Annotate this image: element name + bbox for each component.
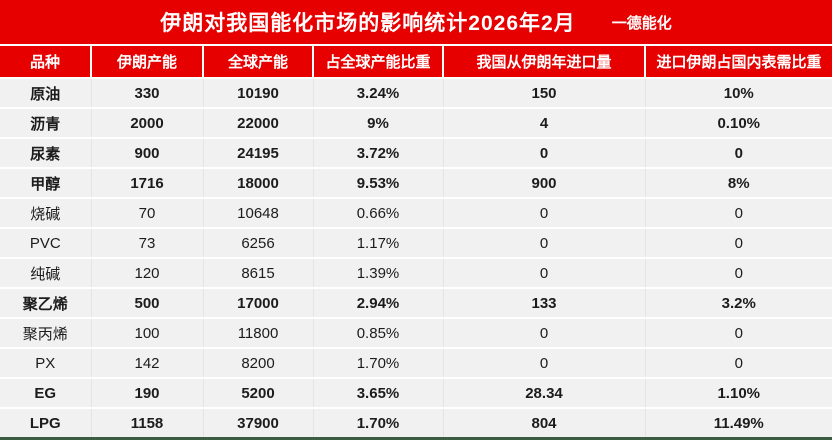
table-row: 沥青 2000 22000 9% 4 0.10% xyxy=(0,107,832,138)
value-cell: 900 xyxy=(90,137,203,168)
value-cell: 100 xyxy=(90,317,203,348)
value-cell: 10% xyxy=(644,78,832,108)
value-cell: 0 xyxy=(442,227,645,258)
value-cell: 0 xyxy=(644,317,832,348)
table-row: PX 142 8200 1.70% 0 0 xyxy=(0,347,832,378)
title-bar: 伊朗对我国能化市场的影响统计2026年2月 一德能化 xyxy=(0,0,832,44)
value-cell: 0.10% xyxy=(644,107,832,138)
product-cell: LPG xyxy=(0,407,91,437)
table-row: EG 190 5200 3.65% 28.34 1.10% xyxy=(0,377,832,408)
value-cell: 1158 xyxy=(90,407,203,437)
product-cell: 尿素 xyxy=(0,137,91,168)
value-cell: 8% xyxy=(644,167,832,198)
value-cell: 1716 xyxy=(90,167,203,198)
table-row: 尿素 900 24195 3.72% 0 0 xyxy=(0,137,832,168)
value-cell: 3.24% xyxy=(312,78,443,108)
value-cell: 0 xyxy=(644,227,832,258)
value-cell: 133 xyxy=(442,287,645,318)
value-cell: 6256 xyxy=(202,227,313,258)
value-cell: 17000 xyxy=(202,287,313,318)
table-row: 甲醇 1716 18000 9.53% 900 8% xyxy=(0,167,832,198)
stats-table: 品种 伊朗产能 全球产能 占全球产能比重 我国从伊朗年进口量 进口伊朗占国内表需比重 原油… xyxy=(0,44,832,437)
product-cell: 聚乙烯 xyxy=(0,287,91,318)
value-cell: 330 xyxy=(90,78,203,108)
value-cell: 150 xyxy=(442,78,645,108)
value-cell: 10190 xyxy=(202,78,313,108)
value-cell: 2.94% xyxy=(312,287,443,318)
value-cell: 0 xyxy=(442,317,645,348)
value-cell: 9.53% xyxy=(312,167,443,198)
value-cell: 37900 xyxy=(202,407,313,437)
table-header: 品种 伊朗产能 全球产能 占全球产能比重 我国从伊朗年进口量 进口伊朗占国内表需比重 xyxy=(0,44,832,79)
value-cell: 2000 xyxy=(90,107,203,138)
column-header-2: 全球产能 xyxy=(202,44,313,79)
table-row: 烧碱 70 10648 0.66% 0 0 xyxy=(0,197,832,228)
column-header-3: 占全球产能比重 xyxy=(312,44,443,79)
product-cell: 沥青 xyxy=(0,107,91,138)
value-cell: 0 xyxy=(644,257,832,288)
value-cell: 11800 xyxy=(202,317,313,348)
product-cell: 纯碱 xyxy=(0,257,91,288)
product-cell: 原油 xyxy=(0,78,91,108)
value-cell: 1.70% xyxy=(312,347,443,378)
table-row: 聚丙烯 100 11800 0.85% 0 0 xyxy=(0,317,832,348)
table-body: 原油 330 10190 3.24% 150 10% 沥青 2000 22000 9% 4 0.10%… xyxy=(0,78,832,437)
value-cell: 24195 xyxy=(202,137,313,168)
value-cell: 142 xyxy=(90,347,203,378)
value-cell: 70 xyxy=(90,197,203,228)
value-cell: 0 xyxy=(644,137,832,168)
table-row: 原油 330 10190 3.24% 150 10% xyxy=(0,78,832,108)
value-cell: 3.2% xyxy=(644,287,832,318)
value-cell: 11.49% xyxy=(644,407,832,437)
value-cell: 28.34 xyxy=(442,377,645,408)
value-cell: 1.39% xyxy=(312,257,443,288)
product-cell: 聚丙烯 xyxy=(0,317,91,348)
table-row: LPG 1158 37900 1.70% 804 11.49% xyxy=(0,407,832,437)
value-cell: 3.72% xyxy=(312,137,443,168)
value-cell: 9% xyxy=(312,107,443,138)
value-cell: 0 xyxy=(644,197,832,228)
value-cell: 0 xyxy=(442,257,645,288)
value-cell: 3.65% xyxy=(312,377,443,408)
column-header-4: 我国从伊朗年进口量 xyxy=(442,44,645,79)
value-cell: 8615 xyxy=(202,257,313,288)
value-cell: 10648 xyxy=(202,197,313,228)
value-cell: 1.17% xyxy=(312,227,443,258)
table-row: 聚乙烯 500 17000 2.94% 133 3.2% xyxy=(0,287,832,318)
table-row: PVC 73 6256 1.17% 0 0 xyxy=(0,227,832,258)
page-title: 伊朗对我国能化市场的影响统计2026年2月 xyxy=(160,12,576,35)
value-cell: 0.66% xyxy=(312,197,443,228)
column-header-1: 伊朗产能 xyxy=(90,44,203,79)
product-cell: EG xyxy=(0,377,91,408)
value-cell: 804 xyxy=(442,407,645,437)
value-cell: 73 xyxy=(90,227,203,258)
header-row: 品种 伊朗产能 全球产能 占全球产能比重 我国从伊朗年进口量 进口伊朗占国内表需比重 xyxy=(0,44,832,79)
product-cell: PX xyxy=(0,347,91,378)
value-cell: 18000 xyxy=(202,167,313,198)
value-cell: 22000 xyxy=(202,107,313,138)
product-cell: 烧碱 xyxy=(0,197,91,228)
value-cell: 0 xyxy=(644,347,832,378)
value-cell: 1.70% xyxy=(312,407,443,437)
value-cell: 190 xyxy=(90,377,203,408)
value-cell: 500 xyxy=(90,287,203,318)
value-cell: 0 xyxy=(442,197,645,228)
value-cell: 4 xyxy=(442,107,645,138)
value-cell: 1.10% xyxy=(644,377,832,408)
value-cell: 120 xyxy=(90,257,203,288)
column-header-5: 进口伊朗占国内表需比重 xyxy=(644,44,832,79)
value-cell: 5200 xyxy=(202,377,313,408)
value-cell: 8200 xyxy=(202,347,313,378)
value-cell: 0 xyxy=(442,137,645,168)
column-header-0: 品种 xyxy=(0,44,91,79)
brand-label: 一德能化 xyxy=(611,14,672,32)
value-cell: 0 xyxy=(442,347,645,378)
product-cell: PVC xyxy=(0,227,91,258)
value-cell: 0.85% xyxy=(312,317,443,348)
value-cell: 900 xyxy=(442,167,645,198)
table-row: 纯碱 120 8615 1.39% 0 0 xyxy=(0,257,832,288)
product-cell: 甲醇 xyxy=(0,167,91,198)
